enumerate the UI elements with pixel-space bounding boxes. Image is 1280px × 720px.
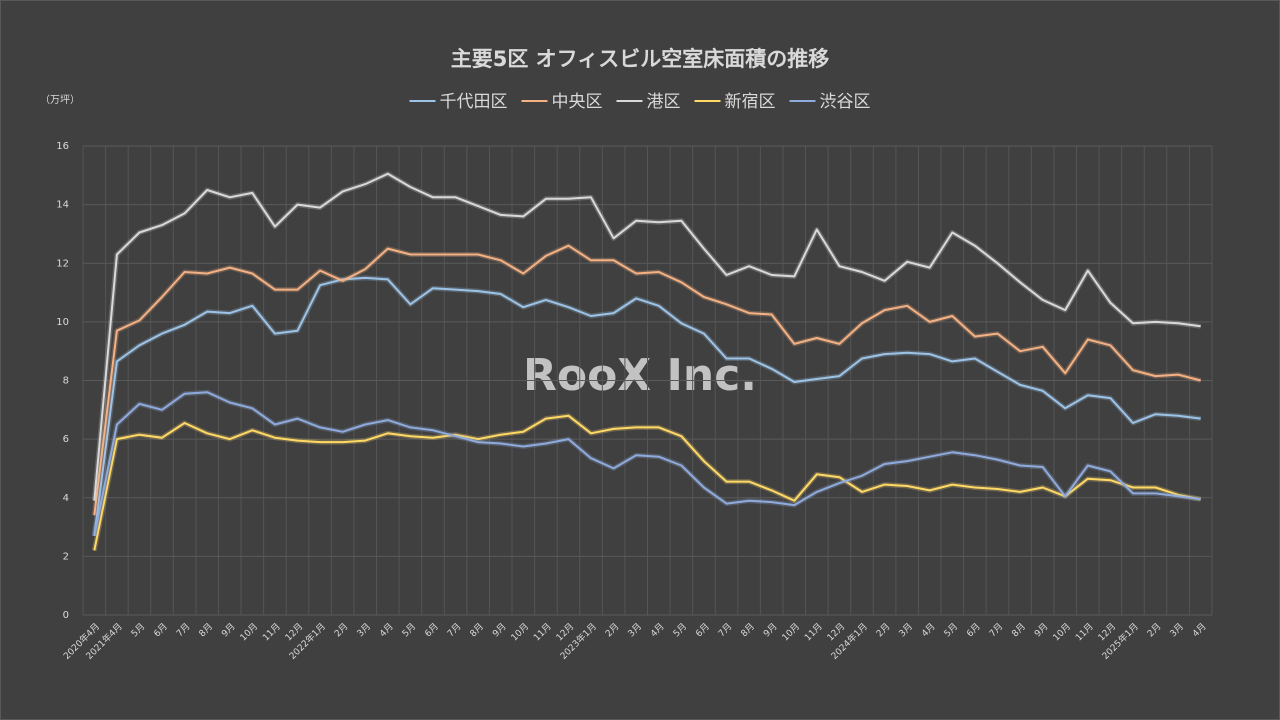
legend-label: 新宿区 [725, 92, 776, 112]
legend-label: 港区 [647, 92, 681, 112]
y-unit: （万坪） [40, 93, 80, 106]
legend: 千代田区 中央区 港区 新宿区 渋谷区 [409, 92, 871, 112]
chart-title: 主要5区 オフィスビル空室床面積の推移 [451, 47, 830, 71]
watermark: RooX Inc. [523, 350, 757, 401]
legend-label: 渋谷区 [820, 92, 871, 112]
y-tick-label: 12 [56, 258, 69, 269]
series-line [93, 244, 1201, 516]
y-tick-label: 0 [63, 610, 69, 621]
y-tick-label: 10 [56, 317, 69, 328]
y-tick-label: 6 [63, 434, 69, 445]
y-tick-label: 16 [56, 141, 69, 152]
series-line [93, 414, 1201, 551]
series-line [93, 276, 1201, 537]
y-tick-label: 2 [63, 551, 69, 562]
series-line [93, 391, 1201, 537]
legend-label: 中央区 [552, 92, 603, 112]
y-tick-label: 8 [63, 376, 69, 387]
y-tick-label: 4 [63, 493, 69, 504]
y-tick-label: 14 [56, 200, 69, 211]
series-line [93, 172, 1201, 501]
legend-label: 千代田区 [440, 92, 508, 112]
